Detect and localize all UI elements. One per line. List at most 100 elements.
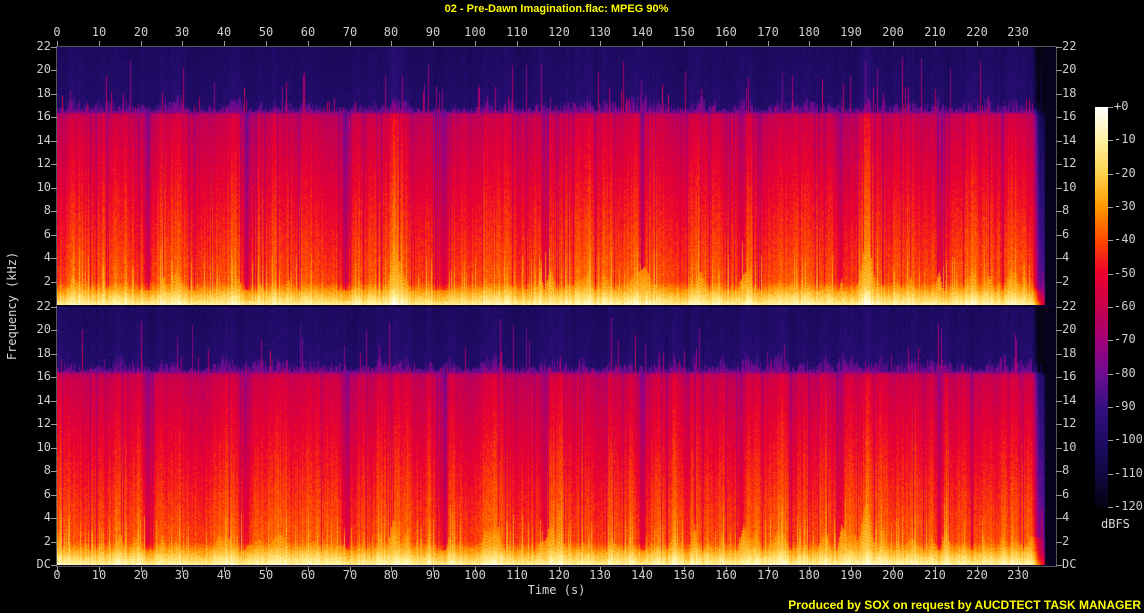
frequency-tick-label: 4 (43, 250, 51, 264)
time-tick (350, 41, 351, 46)
frequency-tick (51, 307, 57, 308)
frequency-tick (51, 330, 57, 331)
frequency-tick (51, 47, 57, 48)
time-tick-label: 50 (258, 568, 274, 582)
frequency-tick (1056, 330, 1062, 331)
time-tick (935, 567, 936, 572)
time-tick (141, 41, 142, 46)
frequency-tick-label: 6 (1062, 487, 1070, 501)
time-tick (600, 567, 601, 572)
time-tick (893, 41, 894, 46)
colorbar-tick (1108, 374, 1113, 375)
frequency-tick-label: 2 (1062, 534, 1070, 548)
time-tick (851, 41, 852, 46)
frequency-tick-label: 22 (36, 39, 51, 53)
frequency-tick-label: 8 (1062, 203, 1070, 217)
spectrogram-left-channel (57, 47, 1056, 305)
time-tick-label: 90 (425, 568, 441, 582)
time-tick-label: 140 (631, 568, 653, 582)
time-tick (182, 41, 183, 46)
frequency-tick-label: 14 (1062, 133, 1077, 147)
frequency-tick-label: 6 (43, 487, 51, 501)
time-tick-label: 40 (216, 568, 232, 582)
time-tick-label: 210 (924, 25, 946, 39)
frequency-tick (1056, 282, 1062, 283)
time-tick (99, 567, 100, 572)
frequency-tick (51, 424, 57, 425)
colorbar-tick (1108, 507, 1113, 508)
frequency-tick (1056, 424, 1062, 425)
time-tick-label: 30 (174, 568, 190, 582)
frequency-tick (1056, 47, 1062, 48)
time-tick (475, 41, 476, 46)
colorbar-tick-label: -80 (1114, 366, 1136, 380)
frequency-tick-label: 8 (43, 203, 51, 217)
colorbar (1095, 107, 1108, 507)
colorbar-tick (1108, 207, 1113, 208)
time-tick-label: 220 (966, 25, 988, 39)
time-tick-label: 170 (757, 568, 779, 582)
frequency-tick (51, 565, 57, 566)
frequency-tick-label: 16 (1062, 109, 1077, 123)
time-tick (57, 567, 58, 572)
frequency-tick (1056, 565, 1062, 566)
dc-tick-label: DC (1062, 557, 1077, 571)
time-tick (266, 41, 267, 46)
frequency-tick-label: 10 (36, 440, 51, 454)
time-tick-label: 220 (966, 568, 988, 582)
time-tick (809, 567, 810, 572)
colorbar-tick-label: -120 (1114, 499, 1143, 513)
time-tick-label: 80 (383, 25, 399, 39)
frequency-tick (51, 471, 57, 472)
frequency-tick (51, 258, 57, 259)
frequency-tick-label: 16 (36, 369, 51, 383)
time-tick (726, 567, 727, 572)
frequency-tick-label: 20 (1062, 62, 1077, 76)
time-tick (1018, 41, 1019, 46)
time-tick (559, 567, 560, 572)
colorbar-tick (1108, 407, 1113, 408)
frequency-tick-label: 12 (1062, 156, 1077, 170)
frequency-tick-label: 10 (1062, 180, 1077, 194)
time-tick (266, 567, 267, 572)
frequency-tick (1056, 354, 1062, 355)
frequency-tick (1056, 258, 1062, 259)
frequency-tick-label: 16 (36, 109, 51, 123)
time-tick-label: 120 (548, 568, 570, 582)
frequency-tick (51, 235, 57, 236)
frequency-tick (1056, 117, 1062, 118)
frequency-tick-label: 22 (36, 299, 51, 313)
frequency-tick-label: 20 (36, 322, 51, 336)
colorbar-tick-label: -50 (1114, 266, 1136, 280)
colorbar-tick (1108, 307, 1113, 308)
frequency-tick (1056, 518, 1062, 519)
frequency-axis-label: Frequency (kHz) (5, 251, 19, 361)
frequency-tick (1056, 542, 1062, 543)
time-tick-label: 160 (715, 568, 737, 582)
time-tick-label: 120 (548, 25, 570, 39)
time-tick-label: 50 (258, 25, 274, 39)
time-tick (600, 41, 601, 46)
frequency-tick (1056, 211, 1062, 212)
time-tick (433, 41, 434, 46)
colorbar-tick-label: -30 (1114, 199, 1136, 213)
frequency-tick (51, 164, 57, 165)
time-tick-label: 100 (464, 568, 486, 582)
time-tick (893, 567, 894, 572)
colorbar-tick-label: -110 (1114, 466, 1143, 480)
frequency-tick (51, 70, 57, 71)
frequency-tick (51, 495, 57, 496)
colorbar-tick-label: -20 (1114, 166, 1136, 180)
colorbar-tick-label: -10 (1114, 132, 1136, 146)
frequency-tick-label: 18 (36, 346, 51, 360)
colorbar-tick (1108, 474, 1113, 475)
time-tick-label: 180 (798, 25, 820, 39)
time-tick-label: 20 (133, 568, 149, 582)
time-axis-label: Time (s) (527, 583, 586, 597)
time-tick-label: 130 (589, 25, 611, 39)
footer-credit: Produced by SOX on request by AUCDTECT T… (788, 598, 1141, 612)
frequency-tick-label: 6 (1062, 227, 1070, 241)
colorbar-tick (1108, 340, 1113, 341)
colorbar-tick-label: +0 (1114, 99, 1129, 113)
time-tick (768, 41, 769, 46)
